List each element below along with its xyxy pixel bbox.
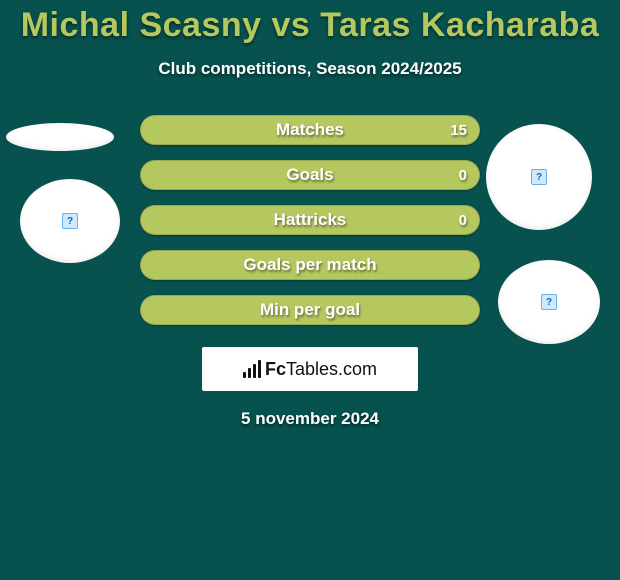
- stat-row-matches: Matches 15: [140, 115, 480, 145]
- page-title: Michal Scasny vs Taras Kacharaba: [0, 0, 620, 45]
- image-placeholder-icon: [541, 294, 557, 310]
- stat-row-min-per-goal: Min per goal: [140, 295, 480, 325]
- avatar-player-left: [20, 179, 120, 263]
- stat-row-goals: Goals 0: [140, 160, 480, 190]
- brand-text: FcTables.com: [265, 359, 377, 380]
- stat-row-goals-per-match: Goals per match: [140, 250, 480, 280]
- stat-value: 15: [450, 116, 467, 144]
- stat-label: Hattricks: [141, 206, 479, 234]
- stat-label: Goals: [141, 161, 479, 189]
- subtitle: Club competitions, Season 2024/2025: [0, 59, 620, 79]
- brand-suffix: Tables.com: [286, 359, 377, 379]
- decor-ellipse-top-left: [6, 123, 114, 151]
- avatar-player-right-bottom: [498, 260, 600, 344]
- image-placeholder-icon: [62, 213, 78, 229]
- stat-row-hattricks: Hattricks 0: [140, 205, 480, 235]
- stats-list: Matches 15 Goals 0 Hattricks 0 Goals per…: [140, 115, 480, 325]
- stat-label: Goals per match: [141, 251, 479, 279]
- avatar-player-right-top: [486, 124, 592, 230]
- brand-badge: FcTables.com: [202, 347, 418, 391]
- bar-chart-icon: [243, 360, 261, 378]
- date-label: 5 november 2024: [0, 409, 620, 429]
- brand-prefix: Fc: [265, 359, 286, 379]
- stat-label: Matches: [141, 116, 479, 144]
- stat-label: Min per goal: [141, 296, 479, 324]
- stat-value: 0: [459, 161, 467, 189]
- image-placeholder-icon: [531, 169, 547, 185]
- stat-value: 0: [459, 206, 467, 234]
